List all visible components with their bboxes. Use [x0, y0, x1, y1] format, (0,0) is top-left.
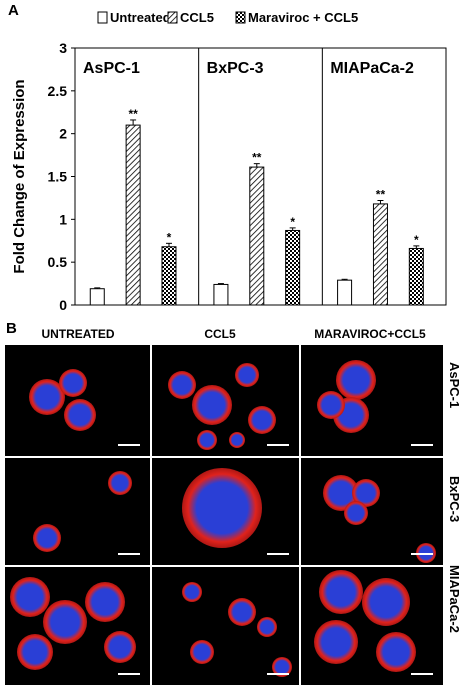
significance-marker: *: [290, 215, 295, 229]
stained-cell: [59, 369, 87, 397]
stained-cell: [272, 657, 292, 677]
scale-bar: [267, 553, 289, 555]
significance-marker: *: [414, 233, 419, 247]
scale-bar: [118, 444, 140, 446]
stained-cell: [229, 432, 245, 448]
stained-cell: [362, 578, 410, 626]
legend-swatch: [167, 11, 178, 24]
bar: [213, 283, 229, 306]
stained-cell: [319, 570, 363, 614]
micrograph-panel: [5, 458, 150, 565]
bar: [125, 124, 141, 306]
micrograph-panel: [152, 567, 299, 685]
y-tick-label: 0.5: [48, 254, 68, 270]
stained-cell: [182, 468, 262, 548]
micrograph-panel: [301, 567, 443, 685]
y-tick-label: 0: [59, 297, 67, 313]
panel-b-label: B: [6, 320, 17, 337]
scale-bar: [267, 673, 289, 675]
micrograph-panel: [152, 345, 299, 456]
micrograph-panel: [5, 567, 150, 685]
stained-cell: [248, 406, 276, 434]
stained-cell: [190, 640, 214, 664]
panel-a-label: A: [8, 2, 19, 19]
bar-chart: Untreated CCL5 Maraviroc + CCL5 0 0.5 1 1.5 2 2.…: [11, 10, 447, 313]
row-label-aspc1: AsPC-1: [447, 362, 462, 409]
stained-cell: [235, 363, 259, 387]
scale-bar: [411, 553, 433, 555]
stained-cell: [336, 360, 376, 400]
stained-cell: [197, 430, 217, 450]
panel-title: MIAPaCa-2: [330, 60, 414, 77]
stained-cell: [85, 582, 125, 622]
significance-marker: **: [252, 151, 262, 165]
y-tick-label: 1.5: [48, 169, 68, 185]
bar: [337, 279, 353, 306]
stained-cell: [314, 620, 358, 664]
scale-bar: [267, 444, 289, 446]
stained-cell: [10, 577, 50, 617]
bar: [89, 288, 105, 306]
legend-label: Maraviroc + CCL5: [248, 10, 358, 25]
col-header-untreated: UNTREATED: [41, 327, 115, 341]
panel-title: AsPC-1: [83, 60, 140, 77]
scale-bar: [118, 673, 140, 675]
scale-bar: [118, 553, 140, 555]
scale-bar: [411, 673, 433, 675]
stained-cell: [317, 391, 345, 419]
col-header-maraviroc-ccl5: MARAVIROC+CCL5: [314, 327, 426, 341]
row-label-bxpc3: BxPC-3: [447, 476, 462, 523]
significance-marker: *: [167, 230, 172, 244]
y-tick-label: 3: [59, 40, 67, 56]
stained-cell: [228, 598, 256, 626]
legend-swatch: [235, 11, 246, 24]
stained-cell: [108, 471, 132, 495]
micrograph-panel: [152, 458, 299, 565]
stained-cell: [104, 631, 136, 663]
y-tick-label: 2.5: [48, 83, 68, 99]
stained-cell: [257, 617, 277, 637]
col-header-ccl5: CCL5: [204, 327, 236, 341]
legend-swatch: [97, 11, 108, 24]
y-tick-label: 1: [59, 211, 67, 227]
panel-title: BxPC-3: [207, 60, 264, 77]
stained-cell: [43, 600, 87, 644]
bar: [408, 247, 424, 306]
stained-cell: [376, 632, 416, 672]
legend-label: CCL5: [180, 10, 214, 25]
bar: [372, 203, 388, 306]
bar: [249, 166, 265, 306]
significance-marker: **: [128, 107, 138, 121]
stained-cell: [64, 399, 96, 431]
bar: [285, 229, 301, 306]
micrograph-panel: [301, 458, 443, 565]
y-axis-label: Fold Change of Expression: [11, 79, 28, 273]
micrograph-panel: [5, 345, 150, 456]
scale-bar: [411, 444, 433, 446]
significance-marker: **: [376, 187, 386, 201]
stained-cell: [168, 371, 196, 399]
bar: [161, 246, 177, 306]
row-label-miapaca2: MIAPaCa-2: [447, 565, 462, 633]
micrograph-panel: [301, 345, 443, 456]
legend-label: Untreated: [110, 10, 171, 25]
stained-cell: [33, 524, 61, 552]
stained-cell: [17, 634, 53, 670]
stained-cell: [344, 501, 368, 525]
stained-cell: [192, 385, 232, 425]
stained-cell: [182, 582, 202, 602]
y-tick-label: 2: [59, 126, 67, 142]
